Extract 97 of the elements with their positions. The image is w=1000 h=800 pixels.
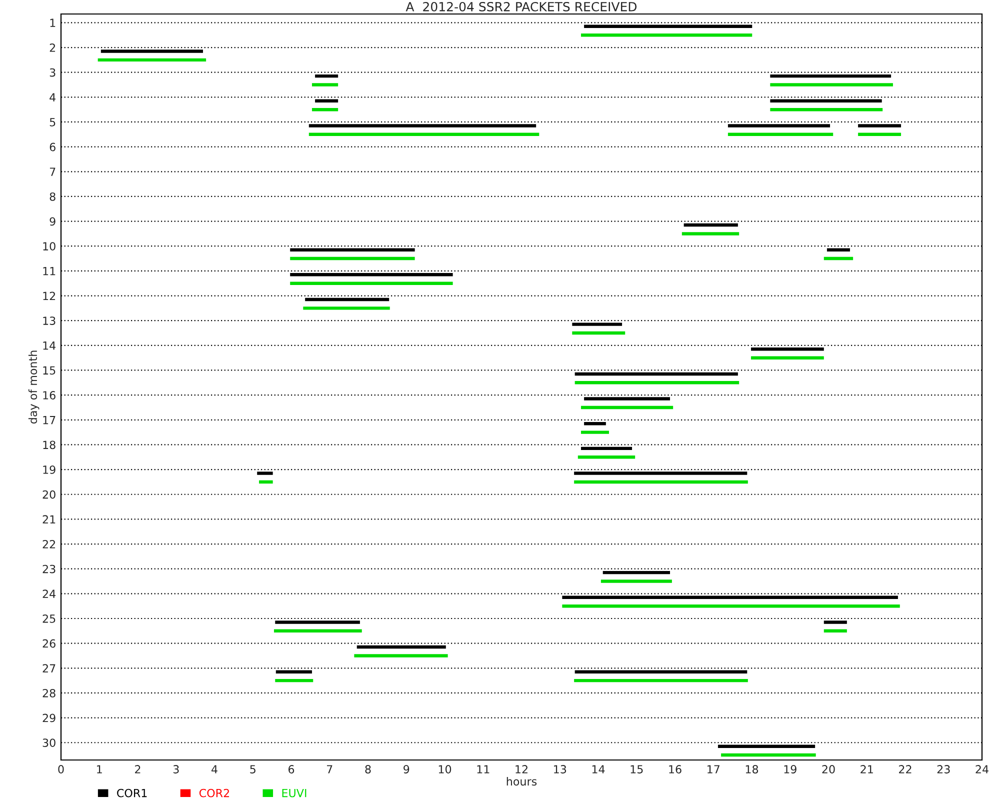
y-tick-label: 22 xyxy=(42,540,56,548)
y-tick-label: 1 xyxy=(50,18,56,27)
y-tick-label: 28 xyxy=(42,688,56,698)
bar xyxy=(682,232,740,236)
x-tick-label: 0 xyxy=(58,765,64,774)
y-tick-label: 9 xyxy=(50,217,56,226)
x-tick-label: 12 xyxy=(516,765,528,774)
x-tick-label: 22 xyxy=(898,765,912,774)
y-tick-label: 26 xyxy=(42,639,56,648)
y-tick-label: 24 xyxy=(42,590,56,598)
bar xyxy=(580,406,674,410)
bar xyxy=(574,670,748,674)
bar xyxy=(721,753,816,757)
bar xyxy=(276,670,312,674)
bar xyxy=(259,480,273,484)
x-tick-label: 1 xyxy=(97,765,102,774)
x-axis-title: hours xyxy=(506,777,537,786)
x-tick-label: 21 xyxy=(860,765,873,774)
legend-label: COR2 xyxy=(199,788,229,798)
x-tick-label: 8 xyxy=(365,765,371,774)
bar xyxy=(728,132,834,136)
bar xyxy=(578,456,636,459)
bar xyxy=(312,83,338,86)
y-tick-label: 4 xyxy=(50,93,56,102)
y-tick-label: 5 xyxy=(50,118,56,126)
bar xyxy=(580,430,609,434)
bar xyxy=(303,306,390,310)
x-tick-label: 11 xyxy=(477,765,490,774)
bar xyxy=(824,256,854,260)
x-tick-label: 9 xyxy=(404,765,410,774)
y-axis-title: day of month xyxy=(28,350,40,424)
bar xyxy=(770,99,882,102)
x-tick-label: 18 xyxy=(746,765,758,774)
y-tick-label: 15 xyxy=(43,366,56,375)
bar xyxy=(574,678,748,682)
x-tick-label: 16 xyxy=(669,765,682,774)
x-tick-label: 10 xyxy=(438,765,452,774)
y-tick-label: 18 xyxy=(43,440,56,450)
y-tick-label: 30 xyxy=(42,738,56,747)
x-tick-label: 7 xyxy=(327,765,332,774)
bar xyxy=(600,580,672,583)
x-tick-label: 2 xyxy=(135,765,140,774)
x-tick-label: 5 xyxy=(250,765,256,774)
legend-label: EUVI xyxy=(282,788,306,798)
x-tick-label: 20 xyxy=(822,765,835,774)
y-tick-label: 14 xyxy=(43,342,56,350)
bar xyxy=(290,256,415,260)
y-tick-label: 3 xyxy=(50,68,56,77)
bar xyxy=(275,678,314,682)
x-tick-label: 6 xyxy=(288,765,294,774)
bar xyxy=(562,604,900,608)
x-tick-label: 24 xyxy=(976,765,988,774)
x-tick-label: 14 xyxy=(592,765,605,774)
y-tick-label: 13 xyxy=(43,316,56,325)
x-tick-label: 19 xyxy=(784,765,796,774)
bar xyxy=(584,24,752,28)
y-tick-label: 12 xyxy=(43,292,56,300)
bar xyxy=(574,480,748,484)
y-tick-label: 7 xyxy=(50,168,56,176)
y-tick-label: 17 xyxy=(43,416,56,424)
bar xyxy=(562,596,898,600)
bar xyxy=(315,99,338,102)
bar xyxy=(572,331,626,335)
y-tick-label: 11 xyxy=(43,267,56,276)
y-tick-label: 29 xyxy=(42,714,56,722)
x-tick-label: 17 xyxy=(708,765,720,774)
x-tick-label: 15 xyxy=(630,765,643,774)
y-tick-label: 20 xyxy=(42,490,56,499)
y-tick-label: 23 xyxy=(42,564,56,574)
bar xyxy=(290,282,453,285)
y-tick-label: 2 xyxy=(50,43,56,52)
bar xyxy=(770,83,893,86)
bar xyxy=(580,33,752,37)
bar xyxy=(858,132,902,136)
y-tick-label: 19 xyxy=(43,466,56,474)
bar xyxy=(274,629,362,633)
y-tick-label: 27 xyxy=(42,664,56,672)
y-tick-label: 21 xyxy=(42,515,56,524)
y-tick-label: 6 xyxy=(50,142,56,152)
x-tick-label: 3 xyxy=(173,765,179,774)
bar xyxy=(574,381,740,384)
bar xyxy=(770,108,883,112)
y-tick-label: 10 xyxy=(43,242,56,250)
y-tick-label: 16 xyxy=(43,391,56,400)
y-tick-label: 25 xyxy=(42,614,56,623)
bar xyxy=(824,629,847,633)
bar xyxy=(312,108,338,112)
bar xyxy=(750,356,824,360)
bar xyxy=(98,58,206,62)
x-tick-label: 13 xyxy=(554,765,566,774)
x-tick-label: 23 xyxy=(937,765,950,774)
y-tick-label: 8 xyxy=(50,192,56,201)
bar xyxy=(308,132,540,136)
chart-title: A 2012-04 SSR2 PACKETS RECEIVED xyxy=(406,2,637,12)
bar xyxy=(354,654,448,658)
x-tick-label: 4 xyxy=(212,765,218,774)
legend-label: COR1 xyxy=(117,788,147,798)
